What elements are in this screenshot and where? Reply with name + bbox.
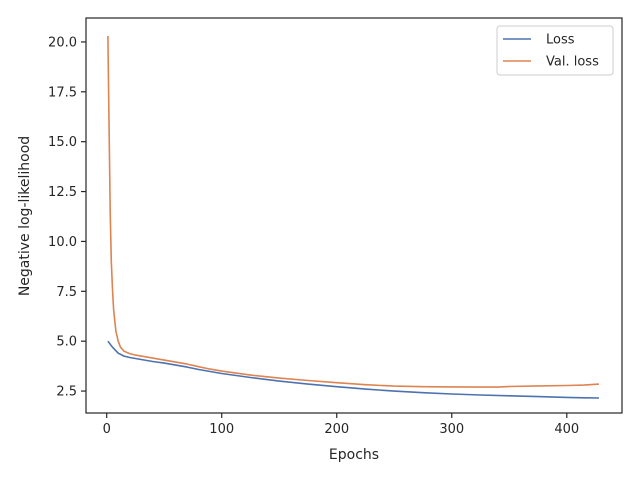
y-tick-label: 5.0 [56, 335, 77, 350]
legend: Loss Val. loss [496, 25, 614, 76]
x-axis-label: Epochs [329, 447, 379, 463]
x-axis: 0 100 200 300 400 [103, 413, 579, 437]
x-tick-label: 300 [439, 422, 464, 437]
y-tick-label: 10.0 [48, 235, 77, 250]
legend-label: Val. loss [546, 55, 599, 70]
series-line-val-loss [107, 35, 600, 388]
y-tick-label: 15.0 [48, 135, 77, 150]
y-tick-label: 7.5 [56, 285, 77, 300]
x-tick-label: 400 [554, 422, 579, 437]
y-tick-label: 20.0 [48, 35, 77, 50]
x-tick-label: 100 [209, 422, 234, 437]
y-axis: 2.5 5.0 7.5 10.0 12.5 15.0 17.5 20.0 [48, 35, 86, 400]
y-tick-label: 2.5 [56, 385, 77, 400]
plot-frame [85, 17, 623, 414]
y-tick-label: 17.5 [48, 85, 77, 100]
plot-area [86, 18, 622, 413]
y-axis-label: Negative log-likelihood [17, 136, 33, 296]
legend-label: Loss [546, 33, 575, 48]
x-tick-label: 200 [324, 422, 349, 437]
x-tick-label: 0 [103, 422, 111, 437]
y-tick-label: 12.5 [48, 185, 77, 200]
series-line-loss [107, 340, 600, 399]
series-layer [107, 35, 600, 399]
